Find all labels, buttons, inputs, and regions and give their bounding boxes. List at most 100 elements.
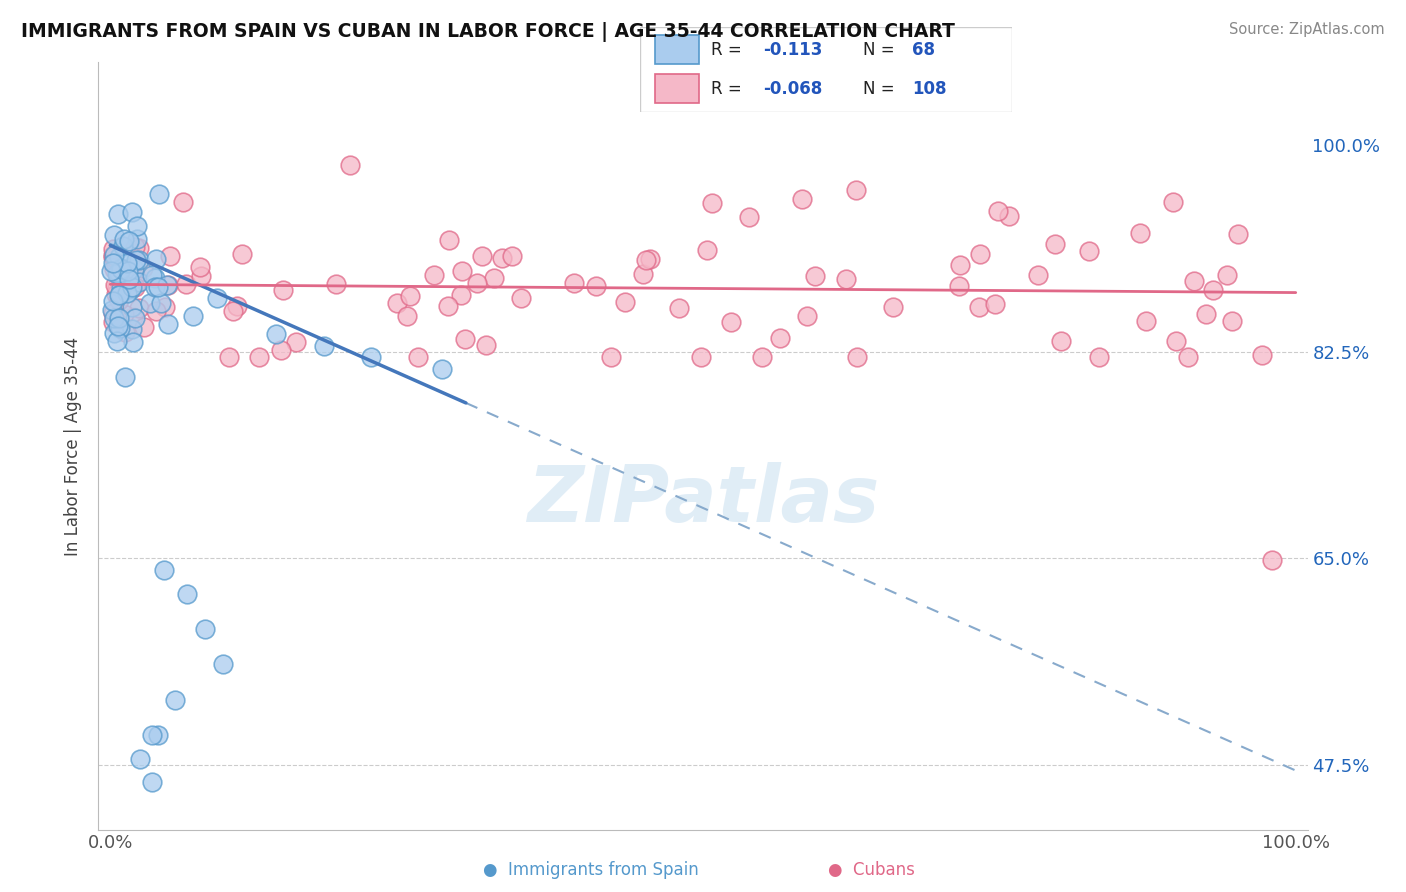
- Text: IMMIGRANTS FROM SPAIN VS CUBAN IN LABOR FORCE | AGE 35-44 CORRELATION CHART: IMMIGRANTS FROM SPAIN VS CUBAN IN LABOR …: [21, 22, 955, 42]
- Point: [190, 268, 212, 283]
- Point: [114, 232, 136, 246]
- Point: [141, 775, 163, 789]
- Point: [1251, 348, 1274, 362]
- Point: [631, 268, 654, 282]
- Point: [194, 622, 217, 636]
- Point: [112, 271, 135, 285]
- Text: -0.113: -0.113: [762, 41, 823, 59]
- Point: [796, 309, 818, 323]
- Point: [111, 278, 134, 293]
- Point: [484, 271, 506, 285]
- Point: [1195, 307, 1218, 321]
- Point: [124, 268, 146, 282]
- Point: [141, 268, 163, 282]
- Point: [128, 301, 150, 315]
- Point: [491, 251, 513, 265]
- Point: [634, 253, 657, 268]
- Point: [127, 219, 149, 233]
- Point: [145, 304, 167, 318]
- Point: [1045, 236, 1067, 251]
- Point: [127, 275, 149, 289]
- Point: [118, 266, 141, 280]
- Point: [100, 263, 122, 277]
- Point: [312, 339, 335, 353]
- Point: [148, 187, 170, 202]
- Text: ●  Cubans: ● Cubans: [828, 861, 915, 879]
- Point: [423, 268, 446, 282]
- Point: [501, 249, 523, 263]
- Point: [948, 278, 970, 293]
- Point: [437, 299, 460, 313]
- Point: [804, 268, 827, 283]
- Point: [471, 249, 494, 263]
- Point: [110, 287, 132, 301]
- Point: [127, 232, 149, 246]
- Text: N =: N =: [863, 79, 894, 97]
- Point: [118, 234, 141, 248]
- Point: [101, 242, 124, 256]
- Point: [987, 203, 1010, 218]
- Point: [1135, 314, 1157, 328]
- Point: [790, 192, 813, 206]
- Point: [117, 263, 139, 277]
- Point: [1164, 334, 1187, 349]
- Point: [101, 303, 124, 318]
- Point: [112, 307, 135, 321]
- Point: [103, 228, 125, 243]
- Point: [1177, 351, 1199, 365]
- Point: [614, 294, 637, 309]
- Point: [103, 248, 125, 262]
- Point: [122, 261, 145, 276]
- Point: [107, 293, 129, 307]
- Point: [124, 280, 146, 294]
- Point: [264, 326, 287, 341]
- Point: [157, 317, 180, 331]
- Point: [181, 309, 204, 323]
- Point: [1261, 553, 1284, 567]
- Point: [114, 369, 136, 384]
- Point: [114, 325, 136, 339]
- Point: [122, 310, 145, 324]
- Point: [188, 260, 211, 274]
- Point: [110, 321, 132, 335]
- Point: [720, 315, 742, 329]
- Point: [387, 296, 409, 310]
- Point: [1215, 268, 1237, 282]
- Point: [450, 287, 472, 301]
- Point: [101, 250, 124, 264]
- Point: [107, 207, 129, 221]
- Point: [1161, 195, 1184, 210]
- Y-axis label: In Labor Force | Age 35-44: In Labor Force | Age 35-44: [65, 336, 83, 556]
- Point: [399, 289, 422, 303]
- Point: [1088, 351, 1111, 365]
- Point: [143, 270, 166, 285]
- Text: Source: ZipAtlas.com: Source: ZipAtlas.com: [1229, 22, 1385, 37]
- Point: [121, 322, 143, 336]
- Point: [467, 276, 489, 290]
- Point: [107, 310, 129, 325]
- Point: [1026, 268, 1049, 282]
- Point: [156, 277, 179, 292]
- Point: [125, 252, 148, 267]
- Point: [668, 301, 690, 316]
- Point: [432, 362, 454, 376]
- Point: [439, 234, 461, 248]
- Point: [128, 241, 150, 255]
- Point: [157, 277, 180, 292]
- Bar: [655, 36, 699, 64]
- Point: [562, 276, 585, 290]
- Point: [107, 319, 129, 334]
- Point: [218, 351, 240, 365]
- Point: [110, 261, 132, 276]
- Point: [124, 239, 146, 253]
- Point: [159, 249, 181, 263]
- Point: [1227, 227, 1250, 242]
- Point: [247, 351, 270, 365]
- Point: [103, 311, 125, 326]
- Point: [408, 351, 430, 365]
- Point: [122, 335, 145, 350]
- Point: [1078, 244, 1101, 259]
- Point: [132, 320, 155, 334]
- Point: [510, 291, 533, 305]
- Point: [1050, 334, 1073, 348]
